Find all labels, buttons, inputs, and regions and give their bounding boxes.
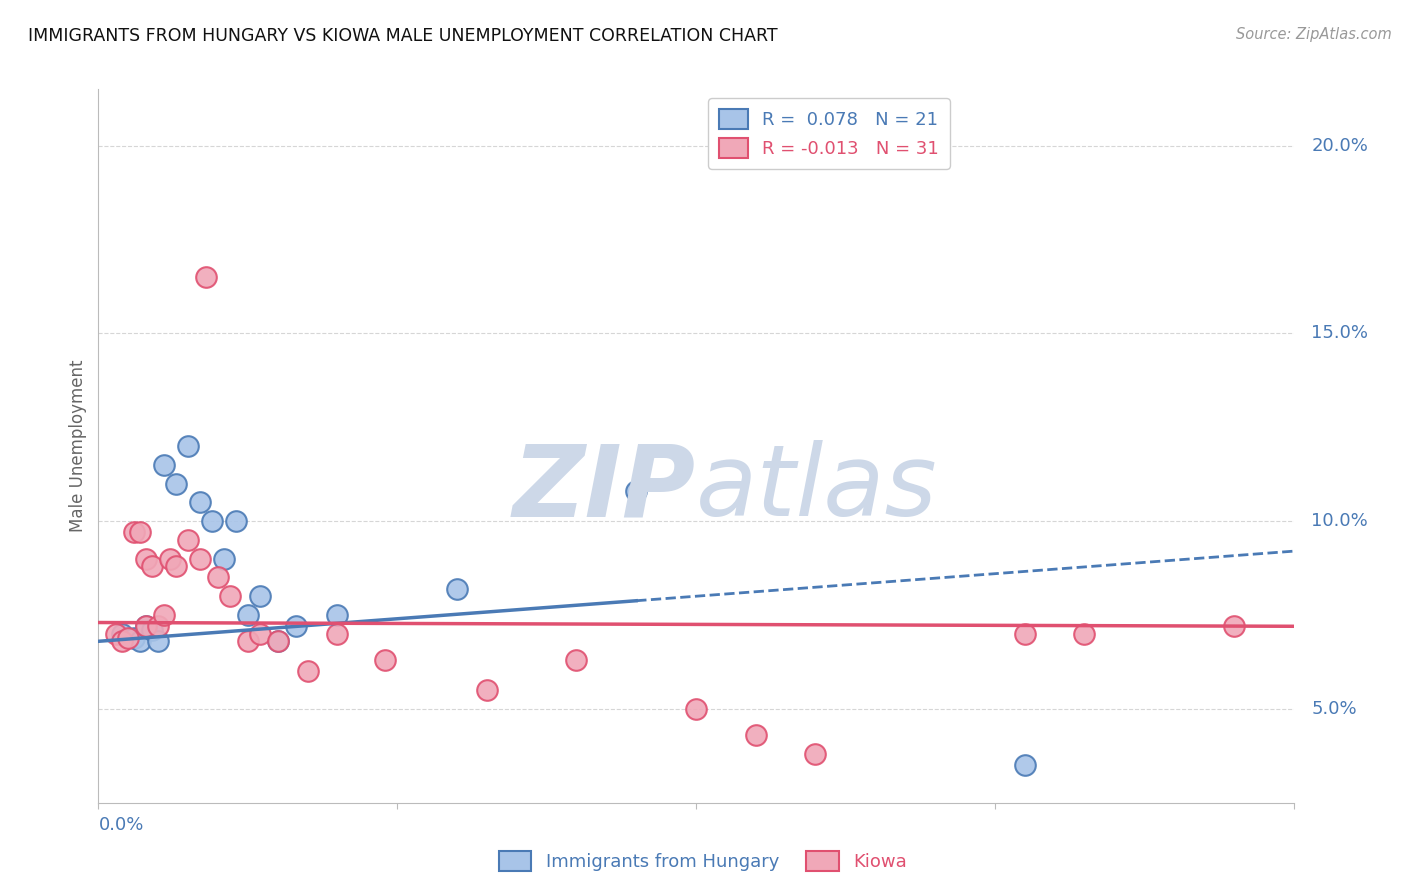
Point — [804, 747, 827, 761]
Y-axis label: Male Unemployment: Male Unemployment — [69, 359, 87, 533]
Point — [159, 551, 181, 566]
Text: Source: ZipAtlas.com: Source: ZipAtlas.com — [1236, 27, 1392, 42]
Point — [297, 665, 319, 679]
Point — [135, 551, 157, 566]
Point — [141, 559, 163, 574]
Text: IMMIGRANTS FROM HUNGARY VS KIOWA MALE UNEMPLOYMENT CORRELATION CHART: IMMIGRANTS FROM HUNGARY VS KIOWA MALE UN… — [28, 27, 778, 45]
Point — [135, 619, 157, 633]
Point — [1014, 627, 1036, 641]
Point — [177, 533, 200, 547]
Text: 15.0%: 15.0% — [1312, 325, 1368, 343]
Point — [1223, 619, 1246, 633]
Text: ZIP: ZIP — [513, 441, 696, 537]
Point — [201, 514, 224, 528]
Point — [105, 627, 128, 641]
Point — [148, 619, 170, 633]
Point — [219, 589, 242, 603]
Point — [207, 570, 229, 584]
Point — [194, 270, 218, 285]
Point — [374, 653, 396, 667]
Point — [188, 495, 211, 509]
Point — [129, 634, 152, 648]
Point — [624, 484, 647, 499]
Point — [188, 551, 211, 566]
Point — [124, 525, 146, 540]
Legend: Immigrants from Hungary, Kiowa: Immigrants from Hungary, Kiowa — [492, 844, 914, 879]
Text: 0.0%: 0.0% — [98, 815, 143, 834]
Point — [148, 634, 170, 648]
Point — [153, 458, 176, 472]
Point — [267, 634, 290, 648]
Point — [249, 589, 271, 603]
Point — [165, 559, 187, 574]
Point — [1014, 758, 1036, 772]
Point — [284, 619, 307, 633]
Point — [129, 525, 152, 540]
Point — [111, 634, 134, 648]
Point — [117, 631, 139, 645]
Point — [212, 551, 235, 566]
Point — [326, 607, 349, 622]
Point — [1073, 627, 1095, 641]
Point — [326, 627, 349, 641]
Text: atlas: atlas — [696, 441, 938, 537]
Point — [111, 627, 134, 641]
Legend: R =  0.078   N = 21, R = -0.013   N = 31: R = 0.078 N = 21, R = -0.013 N = 31 — [709, 98, 950, 169]
Point — [236, 607, 259, 622]
Point — [141, 623, 163, 637]
Point — [153, 607, 176, 622]
Text: 5.0%: 5.0% — [1312, 700, 1357, 718]
Point — [745, 728, 768, 742]
Point — [565, 653, 588, 667]
Point — [165, 476, 187, 491]
Text: 10.0%: 10.0% — [1312, 512, 1368, 530]
Point — [446, 582, 468, 596]
Point — [475, 683, 498, 698]
Text: 20.0%: 20.0% — [1312, 136, 1368, 154]
Point — [135, 619, 157, 633]
Point — [177, 439, 200, 453]
Point — [249, 627, 271, 641]
Point — [236, 634, 259, 648]
Point — [685, 702, 707, 716]
Point — [124, 631, 146, 645]
Point — [267, 634, 290, 648]
Point — [225, 514, 247, 528]
